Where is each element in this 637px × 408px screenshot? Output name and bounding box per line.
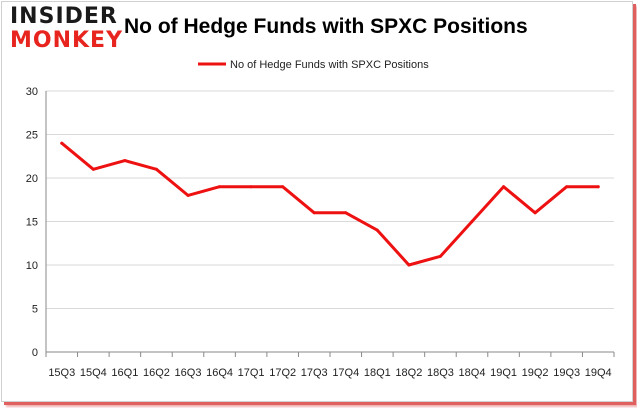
data-point: [565, 185, 569, 189]
x-tick-label: 19Q1: [490, 367, 517, 379]
y-tick-label: 0: [32, 347, 38, 359]
legend-label: No of Hedge Funds with SPXC Positions: [230, 59, 429, 71]
x-tick-label: 18Q1: [364, 367, 391, 379]
x-tick-label: 17Q4: [332, 367, 359, 379]
logo-text-bottom: MONKEY: [10, 28, 124, 53]
data-point: [154, 167, 158, 171]
x-tick-label: 15Q3: [48, 367, 75, 379]
logo-text-top: INSIDER: [10, 4, 118, 29]
x-tick-label: 18Q3: [427, 367, 454, 379]
x-tick-label: 16Q3: [175, 367, 202, 379]
gridlines: [46, 90, 614, 353]
data-point: [312, 211, 316, 215]
chart-title: No of Hedge Funds with SPXC Positions: [124, 15, 528, 38]
legend: No of Hedge Funds with SPXC Positions: [198, 59, 429, 71]
y-tick-label: 25: [26, 130, 38, 142]
data-point: [91, 167, 95, 171]
data-point: [60, 141, 64, 145]
x-tick-label: 16Q1: [111, 367, 138, 379]
data-point: [123, 159, 127, 163]
x-tick-label: 16Q4: [206, 367, 233, 379]
data-point: [407, 263, 411, 267]
data-point: [186, 193, 190, 197]
x-axis: 15Q3 15Q4 16Q1 16Q2 16Q3 16Q4 17Q1 17Q2 17Q3 17Q4…: [45, 352, 615, 379]
data-point: [596, 185, 600, 189]
x-tick-label: 17Q2: [269, 367, 296, 379]
y-tick-label: 30: [26, 86, 38, 98]
y-tick-label: 5: [32, 304, 38, 316]
x-tick-label: 16Q2: [143, 367, 170, 379]
y-tick-label: 15: [26, 217, 38, 229]
x-tick-label: 17Q3: [301, 367, 328, 379]
data-point: [218, 185, 222, 189]
data-point: [438, 254, 442, 258]
data-point: [344, 211, 348, 215]
x-tick-label: 17Q1: [238, 367, 265, 379]
x-tick-label: 19Q2: [522, 367, 549, 379]
data-point: [470, 220, 474, 223]
data-point: [281, 185, 285, 189]
data-point: [502, 185, 506, 189]
x-tick-label: 18Q2: [395, 367, 422, 379]
insider-monkey-logo: INSIDER MONKEY: [10, 4, 124, 53]
x-tick-label: 19Q4: [585, 367, 612, 379]
y-tick-label: 10: [26, 260, 38, 272]
data-point: [533, 211, 537, 215]
data-point: [375, 228, 379, 232]
x-tick-label: 18Q4: [459, 367, 486, 379]
chart-frame: [1, 1, 633, 402]
series-group: [60, 141, 600, 267]
x-tick-label: 19Q3: [553, 367, 580, 379]
x-tick-label: 15Q4: [80, 367, 107, 379]
series-line: [60, 141, 600, 267]
y-tick-label: 20: [26, 173, 38, 185]
y-axis: 0 5 10 15 20 25 30: [26, 86, 47, 359]
data-point: [249, 185, 253, 189]
